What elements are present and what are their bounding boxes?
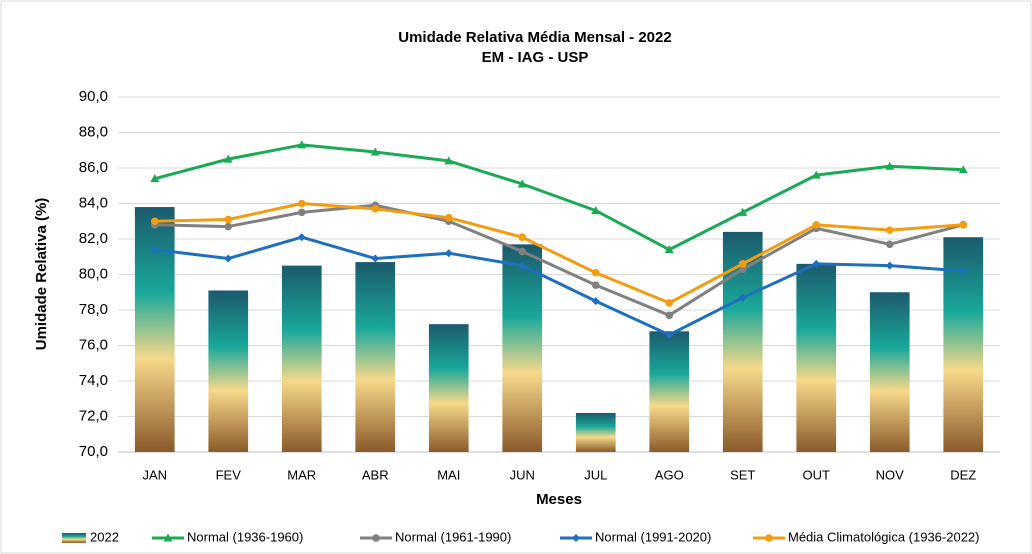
x-tick-label: SET xyxy=(730,467,755,482)
y-axis-title: Umidade Relativa (%) xyxy=(33,198,50,351)
marker xyxy=(885,240,894,249)
marker xyxy=(812,259,821,268)
y-tick-label: 88,0 xyxy=(79,123,108,140)
marker xyxy=(572,534,580,542)
legend-label: Normal (1991-2020) xyxy=(595,529,711,544)
x-tick-label: DEZ xyxy=(950,467,976,482)
marker xyxy=(738,265,747,273)
line xyxy=(154,202,964,305)
x-tick-label: AGO xyxy=(655,467,684,482)
marker xyxy=(665,330,674,339)
legend-label: Média Climatológica (1936-2022) xyxy=(788,529,980,544)
bar xyxy=(134,207,175,452)
marker xyxy=(738,293,747,302)
x-tick-label: OUT xyxy=(803,467,831,482)
y-tick-label: 80,0 xyxy=(79,265,108,282)
marker xyxy=(665,311,674,320)
legend-swatch xyxy=(62,533,86,543)
marker xyxy=(224,254,233,263)
bar xyxy=(428,324,469,452)
marker xyxy=(444,249,453,258)
marker xyxy=(150,174,160,183)
marker xyxy=(444,213,453,222)
line xyxy=(154,143,964,252)
marker xyxy=(591,297,600,306)
marker xyxy=(372,534,380,542)
bar xyxy=(796,263,837,452)
x-tick-label: JAN xyxy=(142,467,167,482)
marker xyxy=(518,247,527,256)
chart-subtitle: EM - IAG - USP xyxy=(482,49,589,66)
x-axis-title: Meses xyxy=(536,491,582,508)
bar xyxy=(502,244,543,452)
x-tick-label: FEV xyxy=(216,467,242,482)
legend-label: Normal (1961-1990) xyxy=(395,529,511,544)
legend-label: 2022 xyxy=(90,529,119,544)
y-tick-label: 90,0 xyxy=(79,88,108,105)
y-tick-label: 74,0 xyxy=(79,372,108,389)
marker xyxy=(958,165,968,174)
marker xyxy=(150,245,159,254)
marker xyxy=(224,215,233,224)
marker xyxy=(224,222,233,231)
marker xyxy=(885,161,895,170)
marker xyxy=(811,170,821,179)
marker xyxy=(371,254,380,263)
marker xyxy=(223,154,233,163)
marker xyxy=(959,266,968,275)
y-tick-label: 72,0 xyxy=(79,407,108,424)
bar xyxy=(355,262,396,452)
x-tick-label: NOV xyxy=(876,467,905,482)
marker xyxy=(371,205,380,213)
x-tick-label: JUN xyxy=(510,467,535,482)
marker xyxy=(959,221,968,229)
marker xyxy=(444,156,454,165)
line xyxy=(154,203,964,317)
marker xyxy=(297,233,306,242)
marker xyxy=(812,221,821,229)
marker xyxy=(163,533,173,542)
marker xyxy=(738,207,748,216)
legend-label: Normal (1936-1960) xyxy=(187,529,303,544)
marker xyxy=(738,260,747,268)
marker xyxy=(517,179,527,188)
marker xyxy=(885,261,894,270)
y-tick-label: 82,0 xyxy=(79,230,108,247)
marker xyxy=(518,261,527,270)
line xyxy=(154,235,964,337)
x-tick-label: MAI xyxy=(437,467,460,482)
bar xyxy=(575,412,616,452)
marker xyxy=(297,208,306,217)
marker xyxy=(150,217,159,226)
y-tick-label: 76,0 xyxy=(79,336,108,353)
y-tick-label: 78,0 xyxy=(79,301,108,318)
marker xyxy=(591,206,601,215)
marker xyxy=(297,140,307,149)
y-tick-label: 70,0 xyxy=(79,443,108,460)
marker xyxy=(591,268,600,277)
y-tick-label: 84,0 xyxy=(79,194,108,211)
marker xyxy=(297,199,306,208)
marker xyxy=(885,226,894,234)
bar xyxy=(869,292,910,452)
chart-title: Umidade Relativa Média Mensal - 2022 xyxy=(398,29,671,46)
marker xyxy=(518,233,527,242)
x-tick-label: MAR xyxy=(287,467,316,482)
y-tick-label: 86,0 xyxy=(79,159,108,176)
bar xyxy=(281,265,322,452)
marker xyxy=(665,299,674,307)
marker xyxy=(664,245,674,254)
marker xyxy=(591,281,600,289)
marker xyxy=(765,534,773,542)
x-tick-label: ABR xyxy=(362,467,389,482)
bar xyxy=(208,290,249,452)
bar xyxy=(649,331,690,452)
marker xyxy=(370,147,380,156)
x-tick-label: JUL xyxy=(584,467,607,482)
